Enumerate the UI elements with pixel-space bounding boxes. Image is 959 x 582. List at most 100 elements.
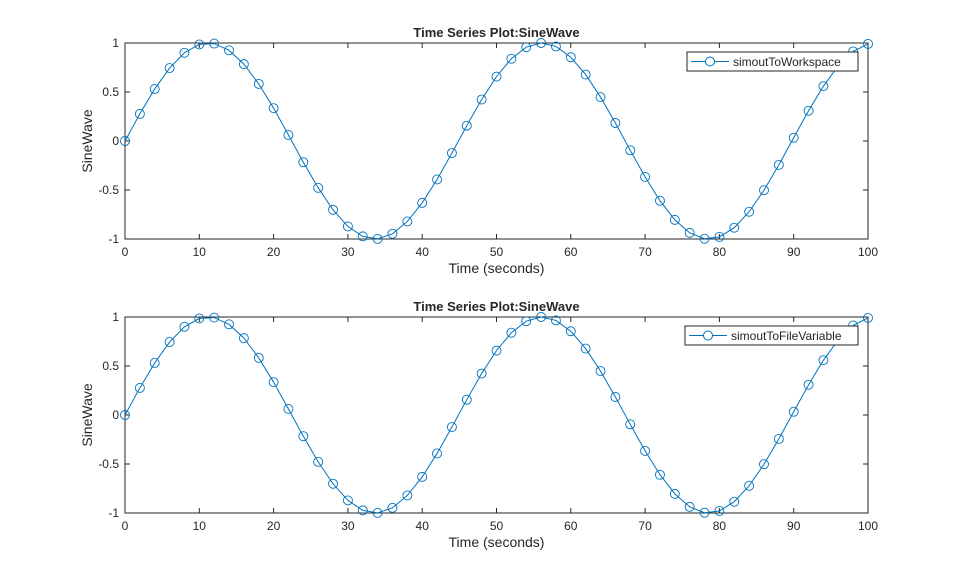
x-tick-label: 30 (341, 519, 355, 533)
data-point-marker (134, 108, 145, 119)
data-point-marker (536, 312, 547, 322)
x-tick-label: 40 (416, 519, 430, 533)
data-point-marker (610, 118, 621, 128)
data-point-marker (164, 63, 175, 73)
data-point-marker (224, 45, 234, 56)
data-point-marker (729, 222, 740, 233)
y-tick-label: 0 (112, 134, 119, 148)
data-point-marker (357, 231, 368, 242)
y-tick-label: -1 (108, 232, 119, 246)
data-point-marker (194, 313, 205, 324)
x-axis-label: Time (seconds) (449, 534, 545, 550)
data-point-marker (744, 206, 755, 217)
data-point-marker (476, 368, 487, 379)
x-tick-label: 90 (787, 245, 801, 259)
data-point-marker (432, 448, 443, 459)
x-tick-label: 70 (638, 245, 652, 259)
data-point-marker (803, 105, 814, 116)
data-point-marker (268, 377, 279, 388)
data-point-marker (506, 327, 517, 338)
data-point-marker (446, 422, 457, 432)
data-point-marker (729, 496, 740, 507)
y-tick-label: 1 (112, 36, 119, 50)
subplot-1: 0 10 20 30 40 50 60 70 80 90 100 -1 -0.5 0 0.5 1 Time Se… (79, 25, 878, 276)
x-tick-label: 100 (858, 245, 878, 259)
y-tick-label: -0.5 (98, 457, 119, 471)
axes-box (124, 42, 869, 240)
data-point-marker (699, 233, 710, 244)
data-point-marker (209, 38, 220, 49)
data-point-marker (684, 501, 695, 512)
y-tick-label: 0.5 (102, 85, 119, 99)
y-axis-label: SineWave (79, 109, 95, 173)
y-tick-label: -0.5 (98, 183, 119, 197)
data-point-marker (669, 214, 680, 225)
series-line (124, 42, 869, 240)
subplot-2: 0 10 20 30 40 50 60 70 80 90 100 -1 -0.5 0 0.5 1 Time Se… (79, 299, 878, 550)
data-point-marker (684, 227, 695, 238)
data-point-marker (179, 321, 190, 332)
data-point-marker (640, 171, 651, 182)
data-point-marker (788, 132, 799, 143)
legend-label: simoutToFileVariable (731, 329, 842, 343)
x-tick-label: 50 (490, 245, 504, 259)
x-tick-label: 20 (267, 245, 281, 259)
data-point-marker (179, 47, 190, 58)
data-point-marker (610, 392, 621, 402)
x-axis-label: Time (seconds) (449, 260, 545, 276)
data-point-marker (372, 233, 383, 244)
chart-title: Time Series Plot:SineWave (413, 25, 579, 40)
data-point-marker (655, 469, 665, 480)
chart-title: Time Series Plot:SineWave (413, 299, 579, 314)
data-point-marker (788, 406, 799, 417)
x-tick-label: 60 (564, 519, 578, 533)
data-point-marker (506, 53, 517, 64)
data-point-marker (476, 94, 487, 105)
data-point-marker (402, 490, 413, 501)
data-point-marker (283, 130, 294, 140)
x-tick-label: 10 (193, 245, 207, 259)
data-point-marker (625, 419, 636, 430)
data-point-marker (595, 366, 606, 377)
data-point-marker (565, 326, 576, 337)
data-point-marker (803, 379, 814, 390)
data-point-marker (372, 507, 383, 518)
data-point-marker (491, 345, 502, 356)
x-tick-label: 20 (267, 519, 281, 533)
data-point-marker (238, 333, 249, 344)
data-point-marker (417, 197, 428, 208)
data-point-marker (521, 316, 532, 327)
data-point-marker (328, 204, 338, 215)
legend-box (684, 325, 859, 346)
data-point-marker (640, 445, 651, 456)
data-point-marker (253, 352, 264, 363)
data-point-marker (149, 357, 160, 368)
data-point-marker (625, 145, 636, 156)
data-point-marker (595, 92, 606, 103)
data-point-marker (863, 38, 873, 49)
data-point-marker (342, 221, 353, 232)
data-point-marker (194, 39, 205, 50)
data-point-marker (699, 507, 710, 518)
legend-box (686, 51, 859, 72)
x-tick-label: 30 (341, 245, 355, 259)
legend: simoutToWorkspace (686, 51, 859, 72)
data-point-marker (461, 394, 472, 405)
data-point-marker (580, 343, 591, 354)
x-tick-label: 80 (713, 519, 727, 533)
x-tick-label: 0 (122, 519, 129, 533)
data-point-marker (120, 136, 130, 146)
x-tick-label: 80 (713, 245, 727, 259)
data-point-marker (714, 506, 725, 516)
data-point-marker (268, 103, 279, 114)
data-point-marker (342, 495, 353, 506)
data-point-marker (863, 312, 873, 323)
x-tick-label: 50 (490, 519, 504, 533)
data-point-marker (759, 459, 769, 470)
y-tick-label: 0 (112, 408, 119, 422)
data-point-marker (209, 312, 220, 323)
data-point-marker (759, 185, 769, 196)
data-point-marker (313, 182, 324, 193)
data-point-marker (149, 83, 160, 94)
